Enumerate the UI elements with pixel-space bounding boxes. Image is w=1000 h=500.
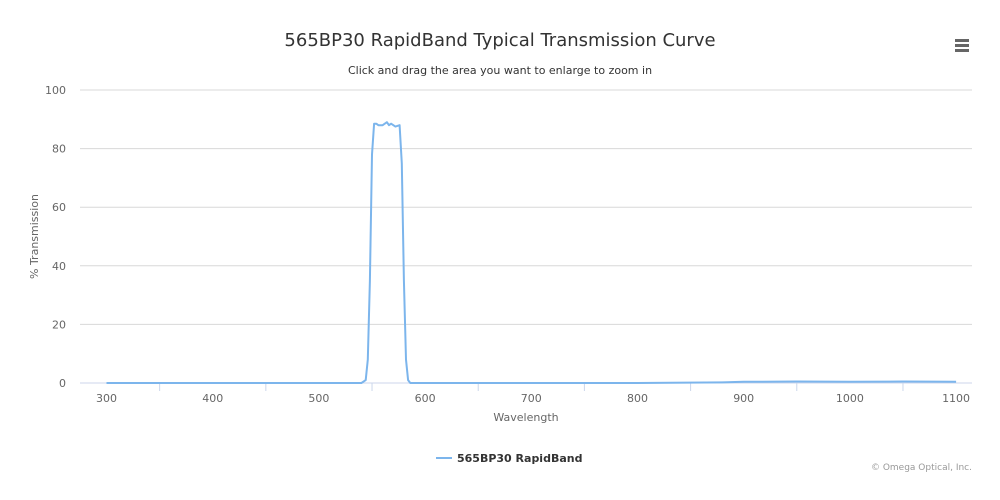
grid-lines <box>80 89 972 325</box>
x-tick-marks <box>159 383 904 391</box>
y-tick-label: 60 <box>52 201 66 214</box>
x-axis-title: Wavelength <box>493 411 558 424</box>
legend-label: 565BP30 RapidBand <box>457 451 583 465</box>
y-tick-label: 20 <box>52 318 66 331</box>
x-tick-label: 600 <box>415 392 436 405</box>
x-tick-labels: 300 400 500 600 700 800 900 1000 1100 <box>96 392 970 405</box>
x-tick-label: 1000 <box>836 392 864 405</box>
chart-title: 565BP30 RapidBand Typical Transmission C… <box>284 30 716 51</box>
x-tick-label: 800 <box>627 392 648 405</box>
y-axis-title: % Transmission <box>28 194 41 279</box>
y-tick-label: 80 <box>52 143 66 156</box>
x-tick-label: 900 <box>733 392 754 405</box>
x-tick-label: 400 <box>202 392 223 405</box>
legend-line-icon <box>436 457 452 459</box>
credits-text[interactable]: © Omega Optical, Inc. <box>870 463 972 473</box>
series-line-565bp30[interactable] <box>106 121 957 384</box>
x-tick-label: 700 <box>521 392 542 405</box>
x-tick-label: 1100 <box>942 392 970 405</box>
x-tick-label: 300 <box>96 392 117 405</box>
x-tick-label: 500 <box>308 392 329 405</box>
y-tick-label: 100 <box>45 84 66 97</box>
legend-item[interactable]: 565BP30 RapidBand <box>436 450 582 466</box>
y-tick-label: 40 <box>52 260 66 273</box>
hamburger-menu-icon[interactable] <box>950 34 974 56</box>
y-tick-label: 0 <box>59 377 66 390</box>
series-group <box>106 121 957 384</box>
y-tick-labels: 0 20 40 60 80 100 <box>45 84 66 390</box>
chart-subtitle: Click and drag the area you want to enla… <box>347 64 653 77</box>
